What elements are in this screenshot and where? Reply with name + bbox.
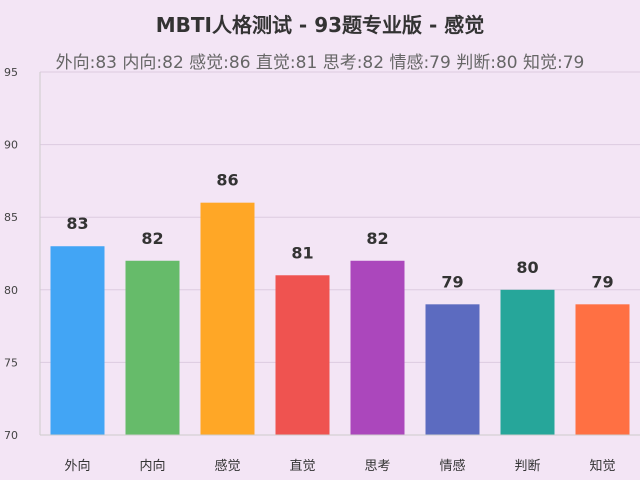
bar (350, 260, 405, 435)
x-tick-label: 情感 (439, 458, 465, 474)
data-label: 79 (591, 272, 613, 291)
y-tick-label: 85 (4, 211, 18, 224)
bar (50, 246, 105, 435)
y-tick-label: 80 (4, 284, 18, 297)
x-tick-label: 内向 (139, 458, 165, 474)
chart-subtitle: 外向:83 内向:82 感觉:86 直觉:81 思考:82 情感:79 判断:8… (56, 53, 585, 73)
x-tick-label: 直觉 (289, 459, 315, 474)
data-label: 81 (291, 243, 313, 262)
y-tick-label: 75 (4, 356, 18, 369)
y-tick-label: 90 (4, 139, 18, 152)
data-label: 83 (66, 214, 88, 233)
x-tick-label: 思考 (364, 459, 390, 474)
bar (500, 289, 555, 435)
x-tick-label: 感觉 (214, 458, 240, 474)
data-label: 86 (216, 171, 238, 190)
chart-title: MBTI人格测试 - 93题专业版 - 感觉 (156, 13, 485, 37)
x-tick-label: 判断 (514, 459, 540, 474)
bar (200, 202, 255, 435)
bar (575, 304, 630, 435)
data-label: 82 (366, 229, 388, 248)
bar (275, 275, 330, 435)
y-axis: 70 75 80 85 90 95 (4, 66, 41, 442)
data-label: 82 (141, 229, 163, 248)
data-label: 79 (441, 272, 463, 291)
bar (125, 260, 180, 435)
y-tick-label: 70 (4, 429, 18, 442)
x-tick-label: 外向 (64, 458, 90, 474)
x-axis: 外向 内向 感觉 直觉 思考 情感 判断 知觉 (40, 434, 640, 474)
bars: 83 82 86 81 82 79 80 79 (50, 171, 630, 435)
data-label: 80 (516, 258, 538, 277)
y-tick-label: 95 (4, 66, 18, 79)
bar (425, 304, 480, 435)
x-tick-label: 知觉 (589, 458, 615, 474)
